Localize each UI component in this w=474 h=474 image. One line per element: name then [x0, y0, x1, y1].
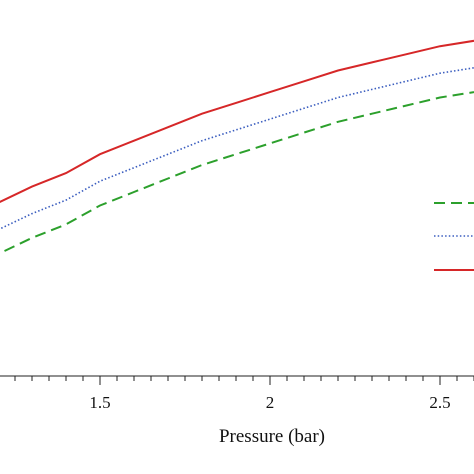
x-tick-label: 2 — [266, 393, 275, 412]
caption-strip: ... — [0, 458, 474, 474]
series-line-3 — [0, 91, 474, 255]
x-axis-tick-labels: 1.5 2 2.5 — [89, 393, 450, 412]
x-tick-label: 2.5 — [429, 393, 450, 412]
x-axis-ticks — [14, 376, 474, 385]
x-tick-label: 1.5 — [89, 393, 110, 412]
series-line-2 — [0, 67, 474, 230]
legend — [434, 202, 474, 271]
caption-fragment: ... — [8, 460, 31, 474]
x-axis-title: Pressure (bar) — [219, 426, 325, 447]
series-line-1 — [0, 39, 474, 203]
plot-area — [0, 39, 474, 255]
